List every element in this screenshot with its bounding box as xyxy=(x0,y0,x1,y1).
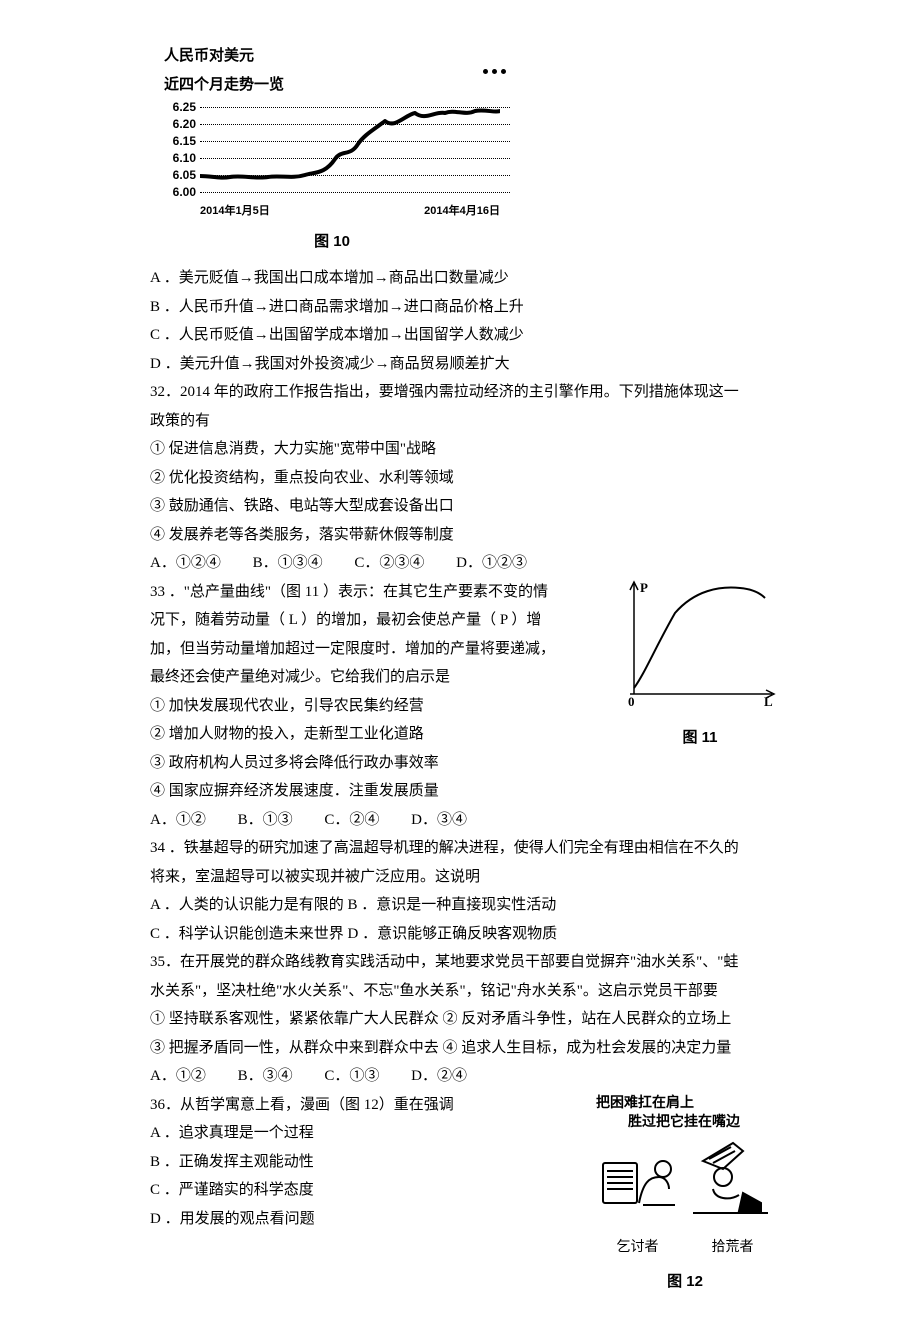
q31-optC: C ．人民币贬值→出国留学成本增加→出国留学人数减少 xyxy=(150,321,780,350)
figure-10: 人民币对美元 近四个月走势一览 6.25 6.20 6.15 6.10 6.05… xyxy=(154,40,780,256)
q33-C: C．②④ xyxy=(324,812,379,828)
fig10-caption: 图 10 xyxy=(154,228,510,257)
q35-l4: ③ 把握矛盾同一性，从群众中来到群众中去 ④ 追求人生目标，成为杜会发展的决定力… xyxy=(150,1034,780,1063)
q35-D: D．②④ xyxy=(411,1068,467,1084)
q31-optA: A ．美元贬值→我国出口成本增加→商品出口数量减少 xyxy=(150,264,780,293)
q34-l2: 将来，室温超导可以被实现并被广泛应用。这说明 xyxy=(150,863,780,892)
fig12-left: 乞讨者 xyxy=(617,1235,659,1262)
chart10-title-2: 近四个月走势一览 xyxy=(164,71,284,100)
q35-l2: 水关系"，坚决杜绝"水火关系"、不忘"鱼水关系"，铭记"舟水关系"。这启示党员干… xyxy=(150,977,780,1006)
q32-i4: ④ 发展养老等各类服务，落实带薪休假等制度 xyxy=(150,521,780,550)
chart10-box: 人民币对美元 近四个月走势一览 6.25 6.20 6.15 6.10 6.05… xyxy=(154,40,510,222)
fig11-curve xyxy=(634,587,765,687)
q32-i3: ③ 鼓励通信、铁路、电站等大型成套设备出口 xyxy=(150,492,780,521)
q32-C: C．②③④ xyxy=(354,555,424,571)
q35-B: B．③④ xyxy=(238,1068,293,1084)
q33-block: P 0 L 图 11 33 ．"总产量曲线"（图 11 ）表示：在其它生产要素不… xyxy=(150,578,780,835)
fig11-xlabel: L xyxy=(764,694,773,708)
chart10-xlabels: 2014年1月5日 2014年4月16日 xyxy=(154,201,500,222)
chart10-title-1: 人民币对美元 xyxy=(164,42,284,71)
q34-l1: 34 ．铁基超导的研究加速了高温超导机理的解决进程，使得人们完全有理由相信在不久… xyxy=(150,834,780,863)
fig11-caption: 图 11 xyxy=(620,724,780,753)
q34-row1: A ．人类的认识能力是有限的 B ．意识是一种直接现实性活动 xyxy=(150,891,780,920)
fig12-script1: 把困难扛在肩上 xyxy=(596,1095,780,1114)
fig12-cartoon xyxy=(593,1133,778,1223)
q33-i3: ③ 政府机构人员过多将会降低行政办事效率 xyxy=(150,749,780,778)
q35-l3: ① 坚持联系客观性，紧紧依靠广大人民群众 ② 反对矛盾斗争性，站在人民群众的立场… xyxy=(150,1005,780,1034)
q32-i2: ② 优化投资结构，重点投向农业、水利等领域 xyxy=(150,464,780,493)
fig12-script2: 胜过把它挂在嘴边 xyxy=(596,1114,780,1133)
chart10-title-row: 人民币对美元 近四个月走势一览 xyxy=(154,40,510,99)
x-end: 2014年4月16日 xyxy=(424,201,500,222)
fig11-ylabel: P xyxy=(640,580,648,595)
fig12-caption: 图 12 xyxy=(590,1268,780,1297)
figure-11: P 0 L 图 11 xyxy=(620,578,780,753)
q35-l1: 35．在开展党的群众路线教育实践活动中，某地要求党员干部要自觉摒弃"油水关系"、… xyxy=(150,948,780,977)
q32-i1: ① 促进信息消费，大力实施"宽带中国"战略 xyxy=(150,435,780,464)
fig12-right: 拾荒者 xyxy=(712,1235,754,1262)
x-start: 2014年1月5日 xyxy=(200,201,270,222)
q33-B: B．①③ xyxy=(238,812,293,828)
q35-A: A．①② xyxy=(150,1068,206,1084)
q33-A: A．①② xyxy=(150,812,206,828)
fig11-origin: 0 xyxy=(628,694,635,708)
q35-C: C．①③ xyxy=(324,1068,379,1084)
q36-block: 把困难扛在肩上 胜过把它挂在嘴边 乞讨者 拾荒者 xyxy=(150,1091,780,1296)
q32-stem2: 政策的有 xyxy=(150,407,780,436)
q32-options: A．①②④ B．①③④ C．②③④ D．①②③ xyxy=(150,549,780,578)
q32-D: D．①②③ xyxy=(456,555,527,571)
q32-B: B．①③④ xyxy=(253,555,323,571)
q32-stem1: 32．2014 年的政府工作报告指出，要增强内需拉动经济的主引擎作用。下列措施体… xyxy=(150,378,780,407)
q33-D: D．③④ xyxy=(411,812,467,828)
fig11-svg: P 0 L xyxy=(620,578,780,708)
ytick: 6.00 xyxy=(154,181,200,204)
q32-A: A．①②④ xyxy=(150,555,221,571)
q35-options: A．①② B．③④ C．①③ D．②④ xyxy=(150,1062,780,1091)
q31-optD: D ．美元升值→我国对外投资减少→商品贸易顺差扩大 xyxy=(150,350,780,379)
q33-i4: ④ 国家应摒弃经济发展速度．注重发展质量 xyxy=(150,777,780,806)
figure-12: 把困难扛在肩上 胜过把它挂在嘴边 乞讨者 拾荒者 xyxy=(590,1095,780,1296)
chart10-dots xyxy=(479,56,506,85)
fig12-script: 把困难扛在肩上 胜过把它挂在嘴边 xyxy=(590,1095,780,1133)
q31-optB: B ．人民币升值→进口商品需求增加→进口商品价格上升 xyxy=(150,293,780,322)
q34-row2: C ．科学认识能创造未来世界 D ．意识能够正确反映客观物质 xyxy=(150,920,780,949)
q33-options: A．①② B．①③ C．②④ D．③④ xyxy=(150,806,780,835)
fig12-labels: 乞讨者 拾荒者 xyxy=(590,1235,780,1262)
chart10-grid: 6.25 6.20 6.15 6.10 6.05 6.00 xyxy=(154,99,510,201)
